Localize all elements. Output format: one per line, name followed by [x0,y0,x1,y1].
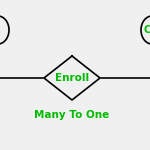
Polygon shape [44,56,100,100]
Ellipse shape [141,16,150,44]
Text: Enroll: Enroll [55,73,89,83]
Text: C: C [143,25,150,35]
Text: Many To One: Many To One [34,110,110,120]
Ellipse shape [0,16,9,44]
